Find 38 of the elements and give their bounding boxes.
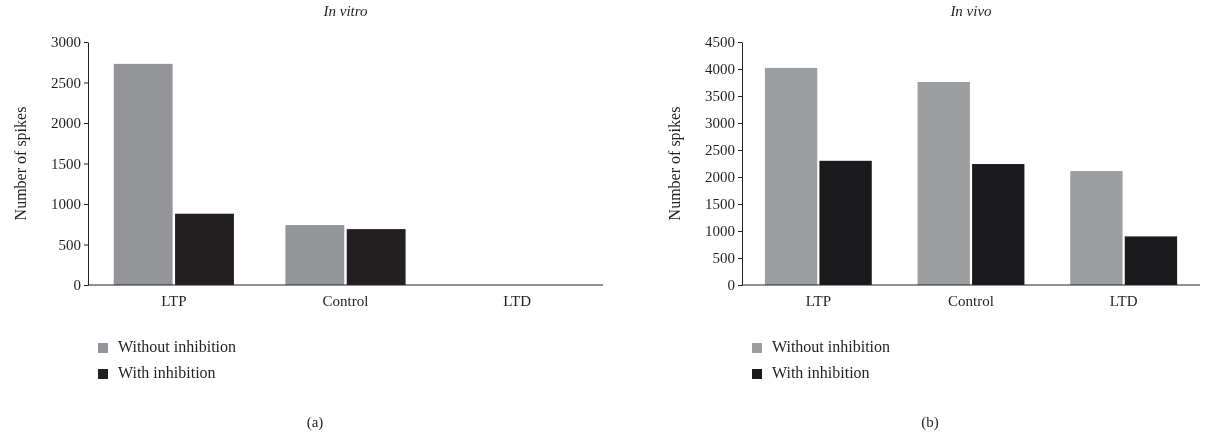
y-axis-title: Number of spikes bbox=[12, 106, 30, 221]
text: (a) bbox=[306, 414, 324, 431]
y-tick-label: 3000 bbox=[51, 34, 81, 51]
bar bbox=[1070, 171, 1123, 285]
y-tick-label: 1000 bbox=[51, 196, 81, 213]
bar bbox=[285, 225, 345, 285]
bar bbox=[764, 67, 818, 285]
y-axis-title: Number of spikes bbox=[666, 106, 684, 221]
y-tick-label: 2000 bbox=[705, 169, 735, 186]
chart-title: In vivo bbox=[949, 3, 993, 19]
x-tick-label: Control bbox=[322, 293, 369, 309]
x-tick-label: Control bbox=[948, 293, 994, 309]
y-tick-label: 0 bbox=[727, 277, 735, 294]
y-tick-label: 500 bbox=[58, 236, 81, 253]
legend-label: Without inhibition bbox=[772, 338, 891, 355]
y-tick-label: 4000 bbox=[705, 61, 735, 78]
y-tick-label: 4500 bbox=[705, 34, 735, 51]
y-tick-label: 1000 bbox=[705, 223, 735, 240]
y-tick-label: 3000 bbox=[705, 115, 735, 132]
y-tick-label: 3500 bbox=[705, 88, 735, 105]
y-tick-label: 1500 bbox=[705, 196, 735, 213]
x-tick-label: LTD bbox=[503, 293, 532, 309]
legend-label: Without inhibition bbox=[118, 338, 237, 355]
bar bbox=[113, 63, 173, 285]
x-tick-label: LTP bbox=[161, 293, 187, 309]
x-tick-label: LTP bbox=[805, 293, 831, 309]
y-tick-label: 500 bbox=[712, 250, 735, 267]
legend-label: With inhibition bbox=[772, 364, 870, 381]
text: (b) bbox=[921, 414, 939, 431]
y-tick-label: 0 bbox=[73, 277, 81, 294]
y-tick-label: 2500 bbox=[51, 74, 81, 91]
y-tick-label: 1500 bbox=[51, 155, 81, 172]
y-tick-label: 2500 bbox=[705, 142, 735, 159]
x-tick-label: LTD bbox=[1109, 293, 1138, 309]
legend-label: With inhibition bbox=[118, 364, 216, 381]
y-tick-label: 2000 bbox=[51, 115, 81, 132]
bar bbox=[917, 81, 970, 285]
chart-title: In vitro bbox=[322, 3, 368, 19]
